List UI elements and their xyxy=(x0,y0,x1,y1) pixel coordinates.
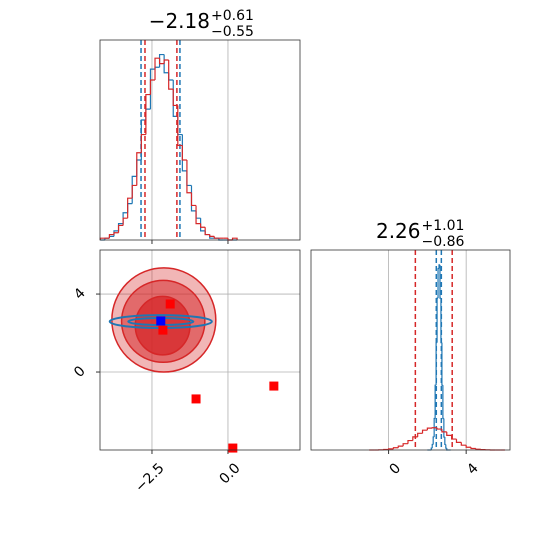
title-plus: +0.61 xyxy=(211,8,254,24)
histogram-step xyxy=(117,223,124,231)
x-tick-label: 0 xyxy=(387,460,405,478)
histogram-step xyxy=(186,170,192,187)
histogram-step xyxy=(117,224,124,233)
histogram-step xyxy=(108,235,114,239)
histogram-step xyxy=(402,443,408,447)
histogram-step xyxy=(455,439,462,444)
histogram-step xyxy=(195,205,201,225)
histogram-step xyxy=(154,66,160,70)
histogram-step xyxy=(181,145,187,161)
histogram-step xyxy=(108,233,114,239)
histogram-step xyxy=(149,79,156,95)
histogram-step xyxy=(443,418,445,438)
histogram-step xyxy=(140,133,146,153)
point xyxy=(191,394,201,404)
histogram-step xyxy=(397,445,404,448)
histogram-step xyxy=(442,385,444,420)
histogram-step xyxy=(145,93,151,135)
histogram-step xyxy=(417,432,423,437)
histogram-step xyxy=(407,439,413,444)
axes-frame xyxy=(310,249,511,451)
histogram-step xyxy=(158,58,165,65)
histogram-step xyxy=(131,184,137,199)
title-median: −2.18 xyxy=(149,9,210,33)
histogram-step xyxy=(186,160,192,194)
histogram-step xyxy=(163,59,169,64)
histogram-step xyxy=(209,234,215,237)
point xyxy=(156,316,166,326)
histogram-step xyxy=(436,297,439,343)
y-tick-label: 4 xyxy=(71,285,89,303)
histogram-step xyxy=(113,230,119,237)
point xyxy=(228,443,238,453)
x-tick-label: 0.0 xyxy=(217,460,244,487)
histogram-step xyxy=(465,445,472,448)
histogram-step xyxy=(445,444,447,449)
histogram-step xyxy=(440,298,442,344)
histogram-step xyxy=(446,431,452,436)
histogram-step xyxy=(441,429,447,433)
title-median: 2.26 xyxy=(376,219,421,243)
histogram-step xyxy=(131,175,137,204)
point xyxy=(158,325,168,335)
histogram-step xyxy=(460,442,467,446)
histogram-step xyxy=(127,197,133,219)
histogram-step xyxy=(200,223,206,228)
histogram-step xyxy=(475,448,481,450)
histogram-step xyxy=(421,429,428,434)
histogram-step xyxy=(181,134,187,172)
histogram-step xyxy=(154,57,160,80)
histogram-step xyxy=(158,53,165,68)
histogram-step xyxy=(200,218,206,232)
histogram-step xyxy=(168,72,174,81)
histogram-step xyxy=(168,60,174,90)
point xyxy=(269,381,279,391)
histogram-step xyxy=(426,427,433,431)
axes-frame xyxy=(99,39,301,241)
histogram-step xyxy=(392,447,399,449)
histogram-step xyxy=(470,447,476,450)
histogram-step xyxy=(432,436,435,445)
histogram-step xyxy=(444,437,446,446)
histogram-step xyxy=(163,54,169,74)
histogram-step xyxy=(190,185,197,212)
title-plus: +1.01 xyxy=(422,218,465,234)
histogram-step xyxy=(387,448,394,450)
axes-frame xyxy=(99,249,301,451)
histogram-step xyxy=(113,232,119,235)
histogram-step xyxy=(204,227,210,236)
title-minus: −0.55 xyxy=(211,24,254,40)
histogram-step xyxy=(122,217,128,226)
histogram-step xyxy=(149,68,156,110)
histogram-step xyxy=(213,236,219,239)
histogram-step xyxy=(177,105,183,147)
histogram-step xyxy=(136,152,142,186)
histogram-step xyxy=(431,443,434,449)
y-tick-label: 0 xyxy=(71,363,89,381)
histogram-step xyxy=(190,192,197,207)
histogram-step xyxy=(195,210,201,219)
histogram-step xyxy=(231,237,238,240)
x-tick-label: −2.5 xyxy=(132,460,167,495)
title-minus: −0.86 xyxy=(422,234,465,250)
histogram-step xyxy=(433,417,436,438)
histogram-step xyxy=(437,267,440,299)
x-tick-label: 4 xyxy=(464,460,482,478)
histogram-step xyxy=(436,427,442,430)
point xyxy=(165,299,175,309)
histogram-step xyxy=(127,203,133,213)
histogram-step xyxy=(145,108,151,120)
